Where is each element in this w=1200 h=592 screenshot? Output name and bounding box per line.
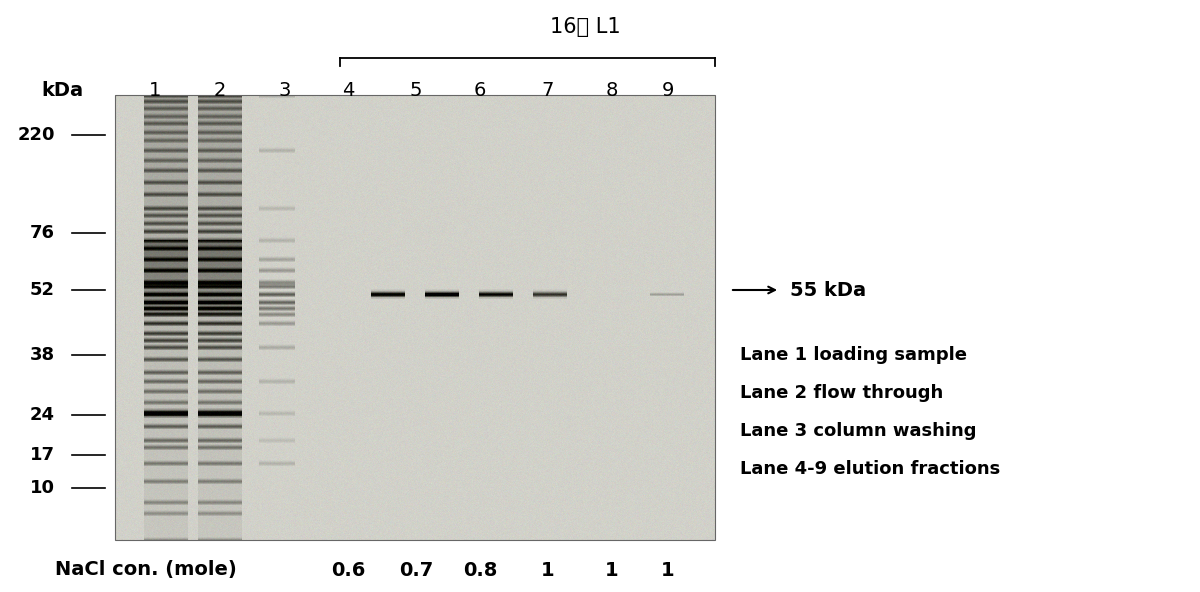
Text: 52: 52 [30, 281, 55, 299]
Text: 1: 1 [149, 81, 161, 99]
Text: Lane 3 column washing: Lane 3 column washing [740, 422, 977, 440]
Text: 8: 8 [606, 81, 618, 99]
Text: Lane 2 flow through: Lane 2 flow through [740, 384, 943, 402]
Text: 4: 4 [342, 81, 354, 99]
Text: kDa: kDa [41, 81, 83, 99]
Text: NaCl con. (mole): NaCl con. (mole) [55, 561, 236, 580]
Text: 24: 24 [30, 406, 55, 424]
Text: 3: 3 [278, 81, 292, 99]
Text: 1: 1 [661, 561, 674, 580]
Text: 5: 5 [409, 81, 422, 99]
Text: 0.6: 0.6 [331, 561, 365, 580]
Text: 55 kDa: 55 kDa [790, 281, 866, 300]
Text: 17: 17 [30, 446, 55, 464]
Text: Lane 1 loading sample: Lane 1 loading sample [740, 346, 967, 364]
Text: 6: 6 [474, 81, 486, 99]
Text: 220: 220 [18, 126, 55, 144]
Text: 1: 1 [605, 561, 619, 580]
Text: 9: 9 [662, 81, 674, 99]
Text: 38: 38 [30, 346, 55, 364]
Text: Lane 4-9 elution fractions: Lane 4-9 elution fractions [740, 460, 1001, 478]
Text: 0.8: 0.8 [463, 561, 497, 580]
Text: 0.7: 0.7 [398, 561, 433, 580]
Text: 76: 76 [30, 224, 55, 242]
Bar [115, 95, 715, 540]
Text: 7: 7 [542, 81, 554, 99]
Text: 1: 1 [541, 561, 554, 580]
Text: 2: 2 [214, 81, 226, 99]
Text: 10: 10 [30, 479, 55, 497]
Text: 16형 L1: 16형 L1 [551, 17, 620, 37]
